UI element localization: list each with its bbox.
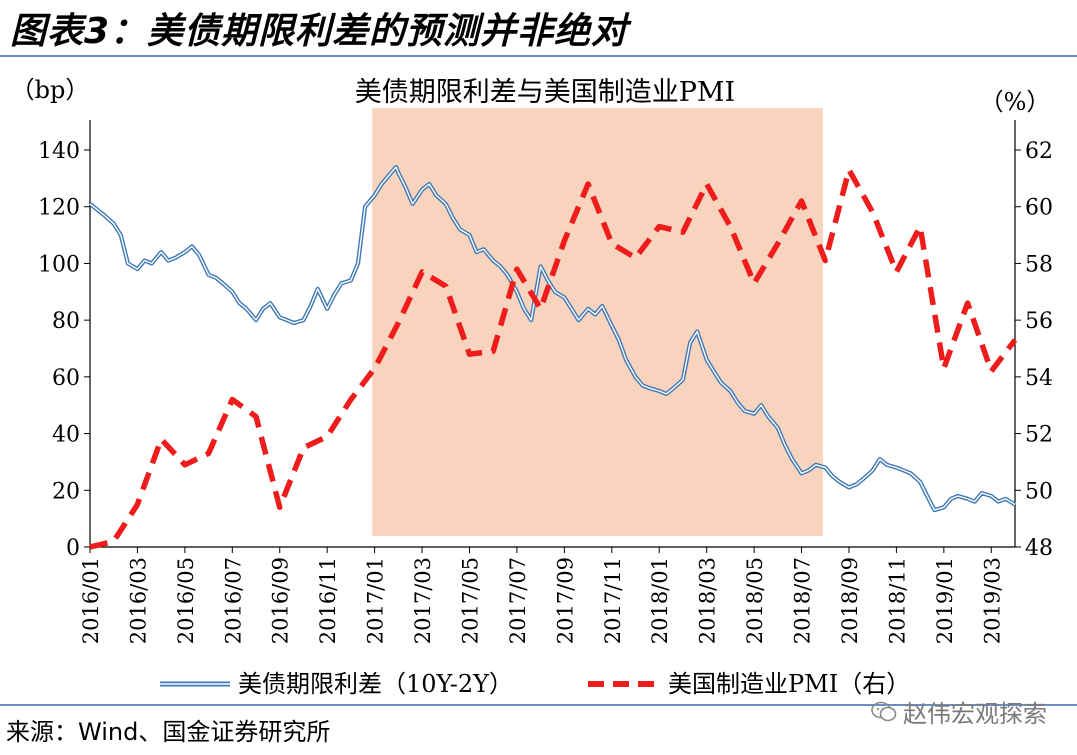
- x-tick-label: 2017/11: [601, 557, 625, 644]
- right-tick-label: 48: [1025, 536, 1053, 561]
- x-tick-label: 2017/03: [411, 557, 435, 644]
- right-tick-label: 62: [1025, 139, 1053, 164]
- x-tick-label: 2018/03: [696, 557, 720, 644]
- series-pmi: [89, 167, 1018, 550]
- x-tick-label: 2017/05: [458, 557, 482, 644]
- watermark-text: 赵伟宏观探索: [903, 700, 1047, 728]
- chart: 美债期限利差与美国制造业PMI （bp） （%） 0 20 40 60 80 100 120…: [11, 76, 1053, 698]
- left-tick-label: 40: [52, 423, 80, 448]
- right-tick-label: 54: [1025, 366, 1053, 391]
- left-tick-label: 120: [38, 196, 80, 221]
- x-tick-label: 2016/07: [221, 557, 245, 644]
- watermark: 赵伟宏观探索: [871, 694, 1047, 729]
- spread-line-inner: [89, 166, 1016, 511]
- x-tick-label: 2016/11: [316, 557, 340, 644]
- bottom-rule: [0, 704, 1077, 706]
- top-rule: [0, 55, 1077, 57]
- tick-labels: 0 20 40 60 80 100 120 140 48 50 52 54 56 58 60 62 2016/0…: [38, 139, 1053, 644]
- x-tick-label: 2018/07: [791, 557, 815, 644]
- left-tick-label: 140: [38, 139, 80, 164]
- x-tick-label: 2019/01: [933, 557, 957, 644]
- x-tick-label: 2017/07: [506, 557, 530, 644]
- x-tick-label: 2016/09: [269, 557, 293, 644]
- wechat-icon: [871, 701, 897, 721]
- legend: 美债期限利差（10Y-2Y） 美国制造业PMI（右）: [160, 670, 910, 698]
- left-tick-label: 20: [52, 479, 80, 504]
- left-tick-label: 60: [52, 366, 80, 391]
- pmi-line: [89, 167, 1018, 550]
- x-tick-label: 2017/01: [364, 557, 388, 644]
- series-spread: [88, 164, 1017, 513]
- x-tick-label: 2016/03: [126, 557, 150, 644]
- chart-title: 美债期限利差与美国制造业PMI: [355, 77, 735, 108]
- legend-pmi-label: 美国制造业PMI（右）: [668, 670, 910, 698]
- left-tick-label: 0: [66, 536, 80, 561]
- x-tick-label: 2018/01: [648, 557, 672, 644]
- right-tick-label: 50: [1025, 479, 1053, 504]
- x-tick-label: 2017/09: [553, 557, 577, 644]
- right-tick-label: 52: [1025, 423, 1053, 448]
- x-tick-label: 2018/05: [743, 557, 767, 644]
- right-tick-label: 58: [1025, 252, 1053, 277]
- right-tick-label: 56: [1025, 309, 1053, 334]
- x-tick-label: 2019/03: [980, 557, 1004, 644]
- x-tick-label: 2016/05: [174, 557, 198, 644]
- left-tick-label: 80: [52, 309, 80, 334]
- source-note: 来源：Wind、国金证券研究所: [6, 718, 331, 746]
- x-tick-label: 2018/11: [885, 557, 909, 644]
- right-tick-label: 60: [1025, 196, 1053, 221]
- x-tick-label: 2018/09: [838, 557, 862, 644]
- right-axis-unit: （%）: [980, 88, 1051, 116]
- figure-title: 图表3：美债期限利差的预测并非绝对: [10, 11, 629, 52]
- shaded-region: [372, 108, 823, 536]
- left-axis-unit: （bp）: [11, 76, 90, 104]
- left-tick-label: 100: [38, 252, 80, 277]
- axes: [84, 120, 1021, 553]
- legend-spread-label: 美债期限利差（10Y-2Y）: [238, 670, 513, 698]
- x-tick-label: 2016/01: [79, 557, 103, 644]
